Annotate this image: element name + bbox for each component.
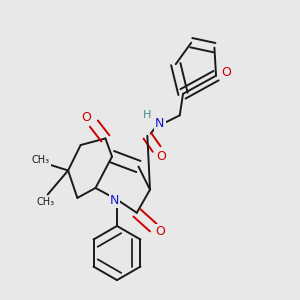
Text: O: O — [156, 225, 166, 238]
Text: O: O — [222, 66, 232, 79]
Text: H: H — [143, 110, 152, 120]
Text: CH₃: CH₃ — [32, 155, 50, 165]
Text: O: O — [157, 150, 166, 163]
Text: N: N — [110, 194, 119, 207]
Text: N: N — [155, 117, 165, 130]
Text: O: O — [82, 111, 92, 124]
Text: CH₃: CH₃ — [37, 197, 55, 207]
